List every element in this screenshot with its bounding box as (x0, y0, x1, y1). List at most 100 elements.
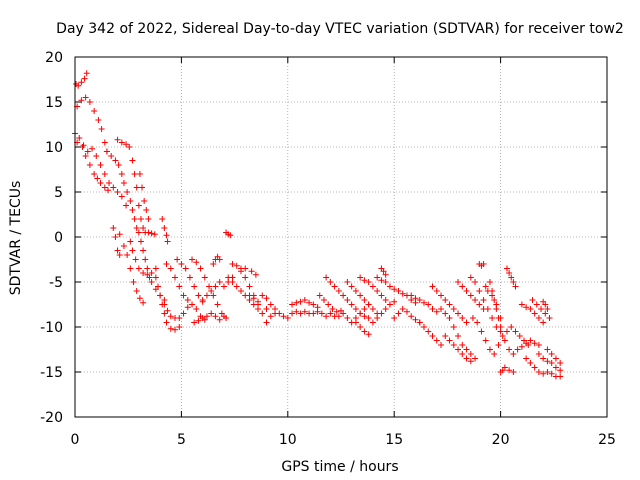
data-point (378, 292, 385, 299)
data-point (399, 290, 406, 297)
data-point (97, 180, 104, 186)
data-point (189, 301, 196, 308)
data-point (101, 171, 108, 177)
data-point (438, 306, 445, 312)
data-point (344, 279, 351, 285)
series-arc6 (114, 136, 158, 238)
data-point (357, 324, 364, 330)
data-point (193, 259, 200, 266)
data-point (348, 283, 355, 290)
data-point (352, 288, 359, 294)
series-arc22 (229, 261, 270, 317)
data-point (164, 307, 171, 314)
data-point (176, 324, 183, 330)
data-point (127, 238, 134, 245)
data-point (503, 265, 510, 272)
data-point (191, 319, 198, 326)
data-point (472, 279, 479, 285)
data-point (429, 333, 436, 339)
series-arc33 (374, 274, 419, 306)
data-point (203, 292, 210, 299)
data-point (210, 292, 217, 299)
data-point (289, 310, 296, 317)
data-point (148, 270, 155, 276)
data-point (533, 301, 540, 308)
data-point (478, 328, 485, 335)
data-point (229, 279, 236, 285)
data-point (369, 283, 376, 290)
data-point (508, 324, 515, 330)
data-point (78, 79, 85, 86)
data-point (340, 310, 347, 317)
data-point (329, 306, 336, 312)
data-point (284, 315, 291, 321)
series-arc44 (469, 315, 510, 357)
data-point (459, 315, 466, 321)
data-point (82, 153, 89, 159)
data-point (248, 268, 255, 275)
data-point (463, 346, 470, 353)
data-point (535, 369, 542, 375)
data-point (482, 337, 489, 344)
data-point (442, 310, 449, 317)
data-point (131, 171, 138, 177)
data-point (429, 283, 436, 290)
data-point (521, 337, 528, 344)
data-point (335, 288, 342, 294)
data-point (178, 261, 185, 267)
data-point (233, 283, 240, 290)
data-point (310, 310, 317, 317)
series-arc41 (442, 333, 474, 365)
data-point (267, 313, 274, 320)
data-point (523, 304, 530, 311)
data-point (124, 252, 131, 258)
data-point (189, 256, 196, 263)
data-point (535, 342, 542, 348)
data-point (374, 288, 381, 294)
data-point (137, 216, 144, 222)
data-point (112, 234, 119, 240)
series-arc7 (136, 171, 152, 222)
data-point (161, 310, 168, 317)
data-point (344, 315, 351, 321)
data-point (395, 310, 402, 317)
data-point (455, 279, 462, 285)
series-arc51 (508, 324, 532, 348)
data-point (118, 139, 125, 146)
data-point (412, 316, 419, 323)
data-point (267, 301, 274, 308)
x-axis-label: GPS time / hours (281, 459, 398, 475)
data-point (540, 319, 547, 326)
data-point (124, 189, 131, 195)
data-point (193, 306, 200, 312)
data-point (115, 162, 122, 168)
data-point (484, 288, 491, 294)
series-arc56 (544, 346, 564, 366)
data-point (127, 198, 134, 204)
data-point (429, 306, 436, 312)
data-point (412, 295, 419, 302)
data-point (506, 270, 513, 276)
data-point (306, 299, 313, 306)
data-point (557, 367, 564, 374)
series-arc19 (210, 253, 223, 267)
data-point (137, 238, 144, 245)
data-point (333, 308, 340, 315)
data-point (518, 343, 525, 350)
data-point (446, 337, 453, 344)
data-point (301, 297, 308, 303)
data-point (480, 297, 487, 303)
data-point (455, 333, 462, 339)
data-point (510, 369, 517, 375)
data-point (152, 265, 159, 272)
data-point (280, 313, 287, 320)
data-point (542, 301, 549, 308)
data-point (506, 346, 513, 353)
data-point (131, 216, 138, 222)
data-point (531, 310, 538, 317)
data-point (216, 316, 223, 323)
data-point (129, 207, 136, 213)
data-point (482, 283, 489, 290)
data-point (108, 153, 115, 159)
